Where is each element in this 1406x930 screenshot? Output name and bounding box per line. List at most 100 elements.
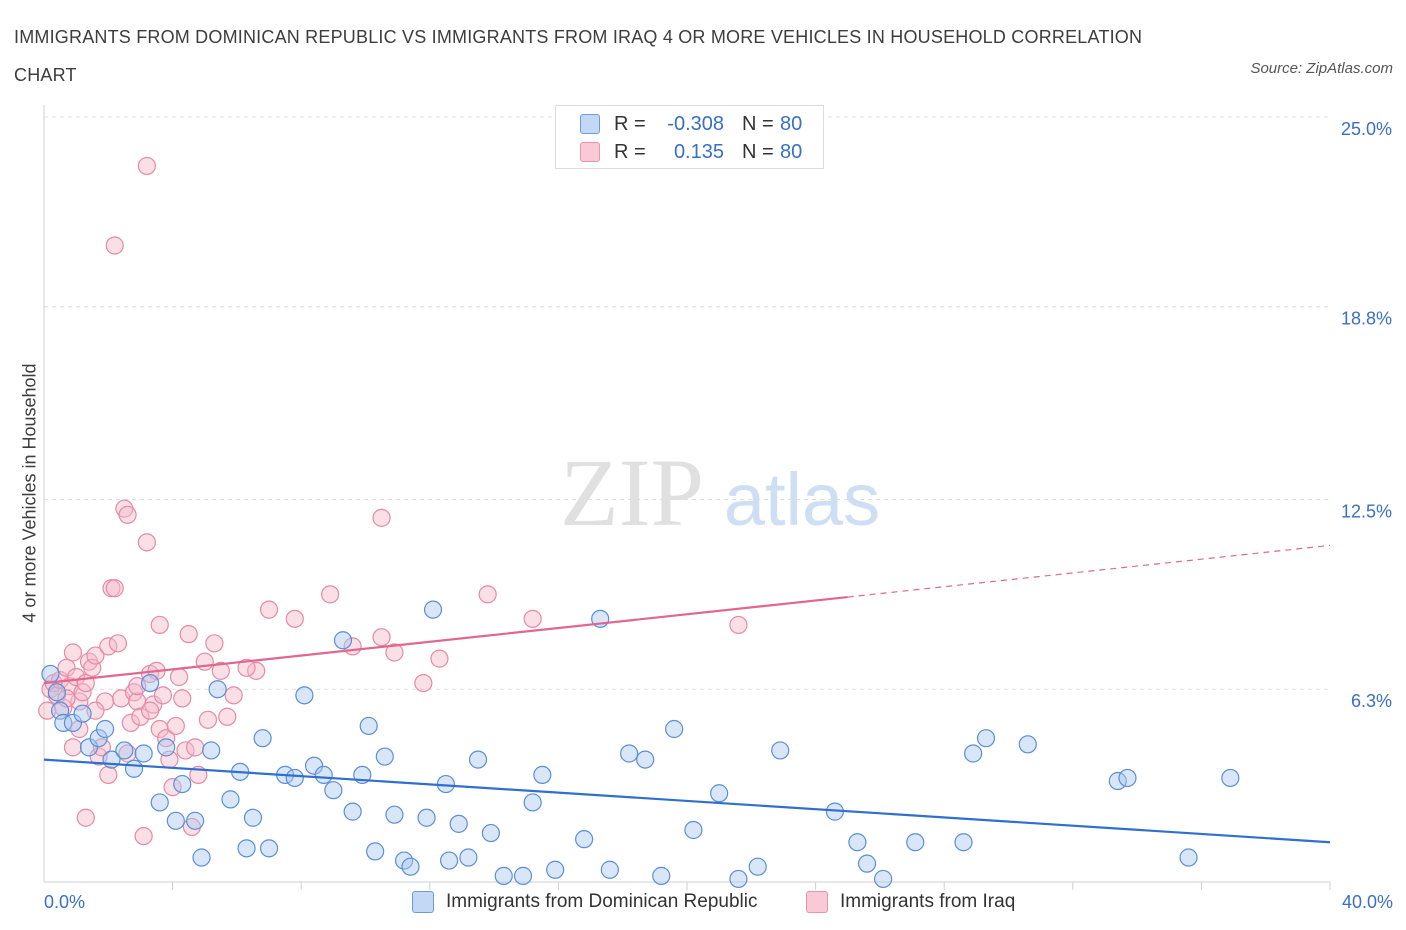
data-point-iraq	[169, 667, 189, 687]
data-point-dominican	[63, 713, 83, 732]
data-point-iraq	[414, 673, 433, 693]
data-point-dominican	[54, 713, 73, 732]
data-point-dominican	[600, 860, 619, 879]
data-point-dominican	[385, 805, 404, 824]
y-tick-label: 25.0%	[1341, 119, 1392, 139]
y-tick-label: 18.8%	[1341, 309, 1392, 329]
legend-r-value: -0.308	[667, 112, 724, 135]
data-point-iraq	[224, 686, 243, 705]
data-point-iraq	[478, 585, 497, 604]
data-point-iraq	[198, 710, 218, 729]
data-point-iraq	[321, 585, 340, 604]
data-point-dominican	[523, 793, 542, 812]
legend-n-value: 80	[780, 112, 803, 135]
data-point-iraq	[63, 643, 83, 662]
data-point-iraq	[137, 533, 156, 552]
data-point-iraq	[179, 625, 198, 644]
data-point-dominican	[652, 866, 671, 885]
data-point-dominican	[304, 756, 324, 775]
data-point-iraq	[430, 649, 449, 668]
data-point-iraq	[76, 808, 95, 827]
data-point-dominican	[134, 744, 153, 763]
data-point-iraq	[237, 658, 256, 677]
data-point-iraq	[105, 236, 124, 255]
data-point-dominican	[324, 781, 343, 800]
data-point-dominican	[89, 729, 108, 748]
data-point-dominican	[1179, 848, 1198, 867]
data-point-dominican	[202, 741, 221, 760]
legend-row-dominican: R = -0.308 N = 80	[580, 112, 802, 136]
data-point-dominican	[417, 808, 436, 827]
y-tick-label: 6.3%	[1351, 691, 1392, 711]
chart-title: IMMIGRANTS FROM DOMINICAN REPUBLIC VS IM…	[14, 27, 1143, 85]
data-point-dominican	[343, 802, 362, 821]
data-point-dominican	[150, 793, 169, 812]
data-point-dominican	[771, 741, 790, 760]
data-point-iraq	[211, 661, 230, 680]
bottom-legend-iraq: Immigrants from Iraq	[806, 890, 1015, 914]
data-point-iraq	[118, 744, 137, 763]
data-point-iraq	[385, 643, 404, 662]
legend-swatch-pink	[580, 142, 600, 162]
data-point-iraq	[205, 634, 224, 653]
data-point-dominican	[208, 680, 227, 699]
data-point-dominican	[124, 759, 144, 778]
bottom-legend-dominican: Immigrants from Dominican Republic	[412, 890, 758, 914]
legend-swatch-blue	[580, 114, 600, 134]
data-point-iraq	[134, 826, 153, 846]
data-point-iraq	[137, 156, 156, 176]
data-point-iraq	[166, 716, 185, 736]
axes	[43, 105, 1331, 890]
series-iraq	[38, 156, 748, 846]
data-point-dominican	[710, 784, 729, 803]
legend-n-label: N =	[742, 112, 774, 135]
data-point-iraq	[63, 738, 83, 757]
watermark-zip: ZIP	[560, 439, 704, 546]
data-point-dominican	[243, 808, 263, 827]
data-point-dominican	[41, 664, 60, 684]
data-point-dominican	[857, 854, 877, 873]
data-point-dominican	[186, 811, 205, 830]
data-point-dominican	[575, 830, 594, 849]
data-point-dominican	[976, 729, 996, 748]
data-point-iraq	[153, 686, 173, 705]
data-point-iraq	[173, 689, 192, 708]
data-point-dominican	[636, 750, 655, 769]
data-point-dominican	[954, 833, 973, 852]
data-point-dominican	[1018, 735, 1037, 754]
data-point-dominican	[359, 716, 378, 736]
data-point-dominican	[620, 744, 639, 763]
data-point-dominican	[115, 741, 134, 760]
data-point-dominican	[140, 673, 160, 693]
data-point-dominican	[173, 774, 192, 794]
data-point-dominican	[221, 790, 240, 809]
data-point-iraq	[105, 579, 124, 598]
data-point-dominican	[1221, 768, 1240, 788]
trend-line-iraq-extension	[847, 544, 1331, 598]
legend-r-label: R =	[614, 140, 646, 163]
data-point-dominican	[729, 869, 748, 889]
data-point-dominican	[79, 738, 99, 757]
data-point-iraq	[372, 508, 391, 527]
data-point-iraq	[186, 738, 205, 757]
data-point-dominican	[459, 848, 478, 867]
data-point-dominican	[533, 765, 552, 785]
data-point-iraq	[108, 634, 128, 653]
data-point-dominican	[684, 820, 703, 840]
data-point-dominican	[192, 848, 211, 867]
bottom-legend-label: Immigrants from Iraq	[840, 891, 1016, 912]
data-point-iraq	[99, 765, 118, 785]
data-point-dominican	[468, 750, 488, 769]
stats-legend: R = -0.308 N = 80 R = 0.135 N = 80	[555, 105, 824, 169]
data-point-dominican	[47, 683, 66, 702]
data-point-dominican	[166, 811, 185, 830]
data-point-dominican	[848, 833, 867, 852]
data-point-dominican	[366, 842, 385, 861]
data-point-dominican	[546, 860, 565, 879]
data-point-dominican	[333, 631, 353, 650]
data-point-iraq	[157, 729, 176, 748]
data-point-dominican	[423, 600, 443, 619]
data-point-iraq	[118, 505, 137, 524]
data-point-dominican	[285, 768, 304, 788]
bottom-legend-swatch-blue	[412, 891, 434, 913]
